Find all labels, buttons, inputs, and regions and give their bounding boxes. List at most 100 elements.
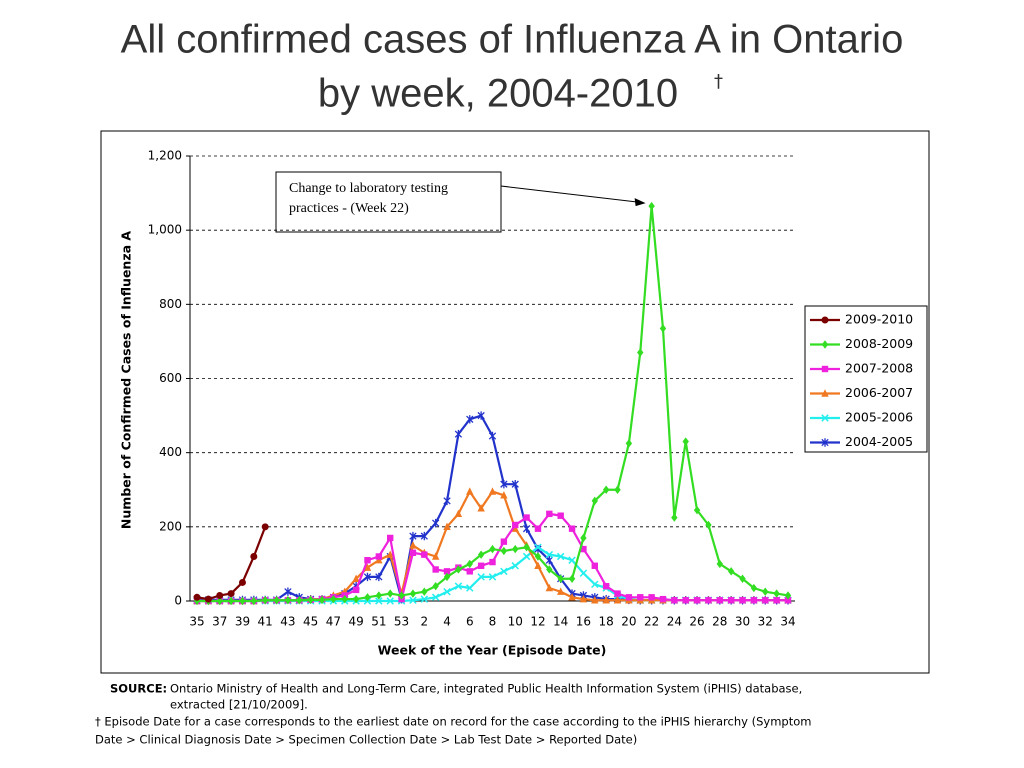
point (409, 549, 417, 556)
point (693, 505, 701, 515)
point (193, 593, 201, 601)
point (591, 562, 598, 569)
x-tick-label: 39 (235, 615, 250, 629)
point (454, 429, 463, 439)
point (216, 596, 223, 606)
point (239, 596, 246, 606)
legend-label: 2004-2005 (845, 434, 913, 449)
legend-label: 2005-2006 (845, 410, 913, 425)
point (409, 541, 417, 549)
point (296, 596, 303, 605)
point (386, 550, 394, 558)
x-tick-label: 53 (394, 615, 409, 629)
point (637, 348, 644, 357)
point (488, 573, 497, 581)
point (568, 556, 576, 564)
x-tick-label: 35 (189, 615, 204, 629)
point (466, 584, 474, 592)
point (568, 593, 576, 601)
point (602, 582, 610, 590)
point (579, 594, 588, 603)
legend-label: 2008-2009 (845, 336, 913, 351)
point (671, 597, 678, 604)
point (488, 431, 497, 441)
point (821, 316, 829, 324)
point (363, 572, 372, 582)
point (591, 496, 598, 506)
point (284, 596, 292, 605)
point (659, 595, 667, 603)
point (409, 596, 417, 604)
x-tick-label: 12 (530, 615, 545, 629)
x-tick-label: 43 (280, 615, 295, 629)
annotation-text: practices - (Week 22) (289, 201, 409, 216)
point (682, 597, 689, 604)
point (489, 544, 496, 554)
x-tick-label: 4 (443, 615, 451, 629)
y-axis-label: Number of Confirmed Cases of Influenza A (119, 231, 134, 529)
point (364, 557, 371, 564)
point (693, 597, 701, 604)
point (773, 589, 780, 598)
x-tick-label: 10 (508, 615, 523, 629)
point (375, 553, 383, 560)
x-tick-label: 28 (712, 615, 727, 629)
point (671, 513, 678, 522)
x-tick-label: 14 (553, 615, 568, 629)
point (727, 567, 735, 576)
point (784, 597, 792, 604)
point (580, 545, 587, 553)
footnote: Date > Clinical Diagnosis Date > Specime… (95, 733, 637, 747)
point (511, 524, 519, 532)
point (546, 510, 553, 518)
title-line: by week, 2004-2010 (318, 72, 678, 116)
point (556, 552, 565, 561)
point (375, 572, 383, 582)
point (477, 573, 485, 581)
point (522, 524, 531, 533)
point (284, 587, 292, 596)
point (341, 594, 348, 604)
annotation-arrowhead (634, 198, 646, 207)
x-tick-label: 6 (466, 615, 474, 629)
point (648, 594, 655, 601)
point (216, 591, 224, 599)
x-tick-label: 37 (212, 615, 227, 629)
point (762, 597, 769, 604)
point (591, 580, 599, 589)
source-text: extracted [21/10/2009]. (170, 698, 308, 712)
point (511, 479, 519, 489)
x-tick-label: 41 (258, 615, 273, 629)
point (568, 525, 576, 532)
point (455, 565, 462, 574)
point (386, 597, 394, 605)
x-tick-label: 26 (689, 615, 704, 629)
point (773, 597, 780, 604)
series (193, 201, 792, 606)
point (307, 595, 314, 605)
x-tick-label: 24 (667, 615, 682, 629)
point (398, 591, 405, 600)
point (821, 438, 829, 447)
point (659, 324, 667, 333)
point (420, 595, 429, 603)
point (387, 589, 394, 598)
point (352, 586, 360, 594)
point (568, 574, 576, 583)
x-tick-label: 16 (576, 615, 591, 629)
x-tick-label: 34 (780, 615, 795, 629)
point (545, 556, 553, 565)
annotation-arrow (500, 185, 638, 203)
point (318, 595, 326, 605)
point (500, 546, 508, 556)
point (716, 559, 724, 569)
point (739, 597, 746, 604)
legend-label: 2009-2010 (845, 312, 913, 327)
point (557, 512, 564, 519)
legend-label: 2007-2008 (845, 361, 913, 376)
point (821, 389, 829, 397)
point (511, 562, 519, 570)
point (466, 559, 473, 569)
point (375, 597, 383, 605)
point (545, 550, 554, 559)
